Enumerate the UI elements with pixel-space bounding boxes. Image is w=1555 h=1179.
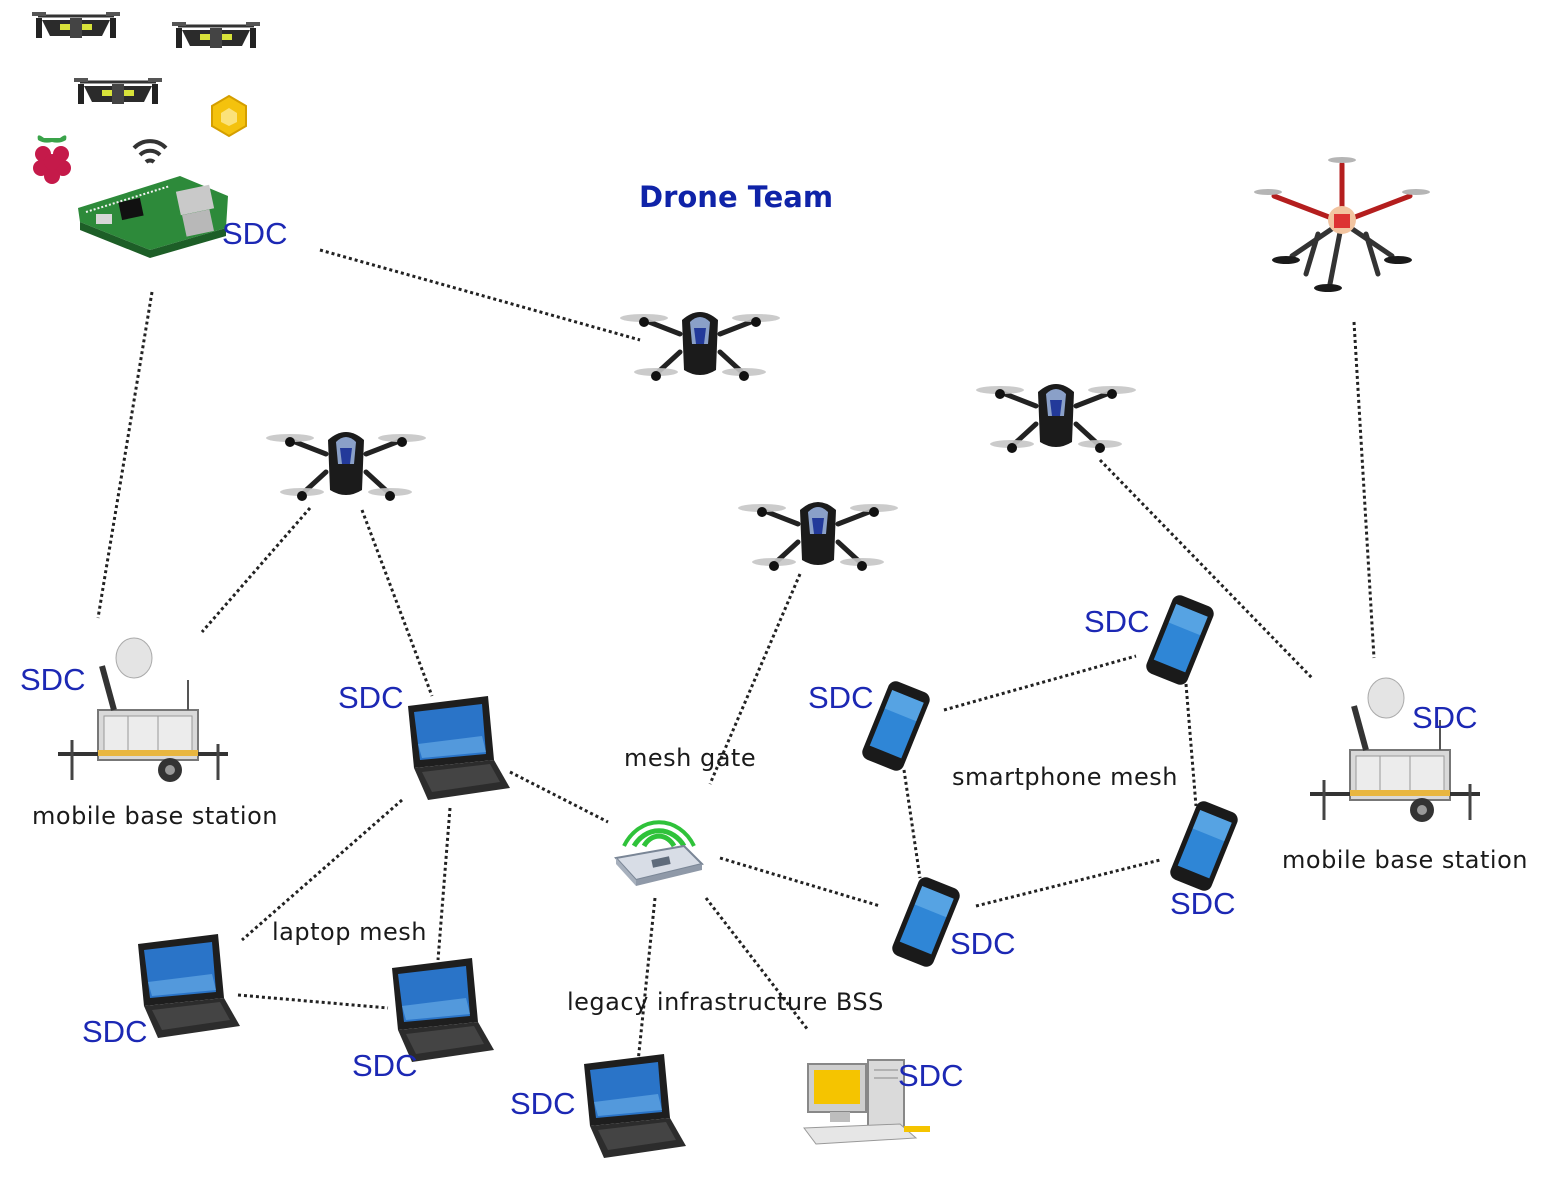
sdc-label: SDC (1170, 886, 1236, 921)
sdc-label: SDC (950, 926, 1016, 961)
smartphone-icon (1167, 798, 1241, 894)
desktop-computer-icon (803, 1059, 930, 1145)
mobile-base-station-caption: mobile base station (1282, 846, 1528, 874)
mesh-links (96, 248, 1376, 1063)
ar-drone-icon (620, 312, 780, 381)
sdc-label: SDC (352, 1048, 418, 1083)
mini-drone-icon (72, 76, 164, 106)
ar-drone-icon (738, 502, 898, 571)
ar-drone-icon (976, 384, 1136, 453)
sdc-label: SDC (1412, 700, 1478, 735)
sdc-label: SDC (222, 216, 288, 251)
laptop-icon (138, 934, 240, 1038)
hexacopter-icon (1254, 157, 1430, 292)
ar-drone-icon (266, 432, 426, 501)
mesh-gate-caption: mesh gate (624, 744, 757, 772)
sdc-label: SDC (82, 1014, 148, 1049)
sdc-label: SDC (1084, 604, 1150, 639)
smartphone-icon (1143, 592, 1217, 688)
wifi-router-icon (614, 820, 704, 886)
sdc-label: SDC (20, 662, 86, 697)
raspberry-pi-board-icon (78, 176, 228, 258)
laptop-icon (584, 1054, 686, 1158)
raspberry-logo-icon (33, 135, 71, 184)
laptop-icon (408, 696, 510, 800)
mobile-base-station-caption: mobile base station (32, 802, 278, 830)
smartphone-mesh-caption: smartphone mesh (952, 763, 1178, 791)
wifi-icon (132, 139, 168, 164)
laptop-icon (392, 958, 494, 1062)
mini-drone-icon (30, 10, 122, 40)
mini-drone-icon (170, 20, 262, 50)
hex-cube-icon (211, 94, 247, 138)
sdc-label: SDC (808, 680, 874, 715)
sdc-label: SDC (338, 680, 404, 715)
sdc-label: SDC (898, 1058, 964, 1093)
mobile-base-trailer-icon (58, 638, 228, 782)
laptop-mesh-caption: laptop mesh (272, 918, 427, 946)
sdc-label: SDC (510, 1086, 576, 1121)
diagram-title: Drone Team (639, 180, 834, 214)
legacy-bss-caption: legacy infrastructure BSS (567, 988, 884, 1016)
